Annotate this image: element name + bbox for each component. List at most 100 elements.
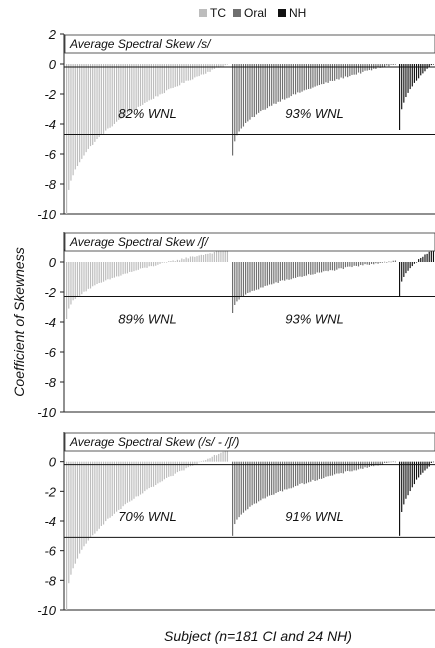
bar xyxy=(87,64,89,149)
bar xyxy=(109,262,111,280)
bar xyxy=(420,257,422,262)
bar xyxy=(226,64,229,65)
bar xyxy=(202,64,205,75)
bar xyxy=(284,461,286,490)
bar xyxy=(310,461,312,482)
bar xyxy=(155,64,157,97)
bar xyxy=(245,262,247,295)
bar xyxy=(172,461,174,476)
bar xyxy=(386,262,388,263)
bar xyxy=(353,262,355,266)
bar xyxy=(150,262,152,267)
bar xyxy=(266,64,268,109)
bar xyxy=(294,262,297,278)
bar xyxy=(353,64,355,75)
bar xyxy=(251,461,253,506)
bar xyxy=(294,64,297,95)
bar xyxy=(176,64,179,87)
bar xyxy=(303,64,305,91)
bar xyxy=(207,458,209,462)
bar xyxy=(222,64,224,67)
bar xyxy=(255,461,258,504)
bar xyxy=(351,262,353,268)
bar xyxy=(415,461,418,480)
bar xyxy=(360,262,362,265)
bar xyxy=(303,262,305,277)
bar xyxy=(388,261,390,263)
bar xyxy=(157,262,159,265)
panels: 2 0 -2 -4 -6 -8 -10 Average Spectral Skew /s/82… xyxy=(37,27,435,618)
bar xyxy=(281,64,284,100)
bar xyxy=(355,64,357,75)
bar xyxy=(72,461,74,569)
bar xyxy=(386,461,388,463)
bar xyxy=(146,64,148,102)
bar xyxy=(187,64,189,81)
bar xyxy=(310,262,312,275)
legend-label-oral: Oral xyxy=(244,6,267,20)
bar xyxy=(122,461,124,507)
bar xyxy=(111,262,113,279)
bar xyxy=(113,64,116,124)
y-tick-label: 0 xyxy=(49,57,57,72)
bar xyxy=(144,262,146,268)
bar xyxy=(176,259,179,262)
bar xyxy=(183,64,185,83)
bar xyxy=(150,461,152,488)
bar xyxy=(413,262,415,264)
bar xyxy=(325,64,327,83)
bar xyxy=(392,461,394,463)
bar xyxy=(72,64,74,176)
bar xyxy=(102,64,105,134)
bar xyxy=(357,262,360,267)
bar xyxy=(234,262,236,305)
bar xyxy=(355,461,357,471)
legend-swatch-oral xyxy=(233,9,241,17)
bar xyxy=(238,262,240,300)
bar xyxy=(72,262,74,301)
bar xyxy=(264,461,266,499)
bar xyxy=(409,64,411,90)
bar xyxy=(159,64,161,95)
bar xyxy=(142,461,144,494)
bar xyxy=(79,64,81,163)
bar xyxy=(255,64,258,115)
bar xyxy=(424,254,426,262)
bar xyxy=(377,64,379,68)
bar xyxy=(360,64,362,74)
bar xyxy=(148,262,150,267)
bar xyxy=(307,461,310,483)
bar xyxy=(215,64,218,68)
y-tick-label: -2 xyxy=(44,87,56,102)
bar xyxy=(89,64,92,147)
bar xyxy=(236,461,238,520)
bar xyxy=(224,450,226,462)
bar xyxy=(297,461,299,486)
bar xyxy=(213,454,215,462)
bar xyxy=(344,262,347,268)
wnl-label: 93% WNL xyxy=(285,106,344,121)
bar xyxy=(327,262,329,272)
bar xyxy=(234,461,236,525)
bar xyxy=(399,64,401,130)
bar xyxy=(122,262,124,275)
bar xyxy=(98,461,100,529)
bar xyxy=(111,461,113,517)
bar xyxy=(394,260,397,262)
bar xyxy=(415,64,418,81)
legend-swatch-nh xyxy=(278,9,286,17)
bar xyxy=(83,64,85,156)
bar xyxy=(144,64,146,103)
bar xyxy=(370,461,373,467)
bar xyxy=(426,64,428,69)
bar xyxy=(224,249,226,262)
bar xyxy=(179,64,181,86)
bar xyxy=(81,262,83,295)
bar xyxy=(262,461,264,499)
bar xyxy=(264,262,266,286)
bar xyxy=(105,461,107,522)
bar xyxy=(218,251,220,262)
bar xyxy=(218,453,220,462)
bar xyxy=(403,64,405,103)
bar xyxy=(124,262,126,274)
